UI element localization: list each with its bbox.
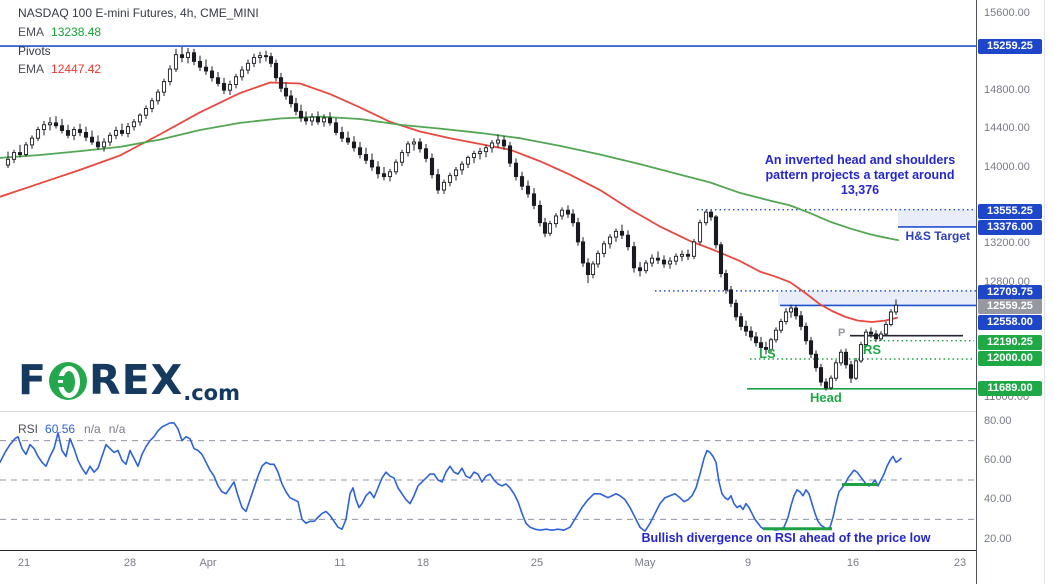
rsi-legend: RSI 60.56 n/a n/a bbox=[18, 422, 133, 436]
logo-o-dash2 bbox=[54, 383, 65, 387]
price-badge: 12190.25 bbox=[978, 334, 1042, 350]
ema-slow-legend: EMA 12447.42 bbox=[18, 62, 101, 76]
rsi-na2: n/a bbox=[108, 422, 126, 436]
hs-annotation-line3: 13,376 bbox=[840, 183, 880, 197]
rsi-axis-label: 60.00 bbox=[984, 453, 1012, 466]
logo-o-icon bbox=[49, 362, 88, 400]
rsi-value: 60.56 bbox=[45, 422, 76, 436]
price-axis-label: 13200.00 bbox=[984, 237, 1030, 250]
time-axis-label: 25 bbox=[530, 557, 544, 569]
logo-f: F bbox=[18, 356, 48, 404]
bullish-divergence-annotation: Bullish divergence on RSI ahead of the p… bbox=[641, 531, 931, 545]
hs-annotation-line2: pattern projects a target around bbox=[765, 168, 955, 182]
time-axis-label: Apr bbox=[199, 557, 217, 569]
candles-layer bbox=[5, 47, 899, 391]
time-axis-label: 28 bbox=[123, 557, 137, 569]
rsi-axis-label: 80.00 bbox=[984, 414, 1012, 427]
price-badge: 12558.00 bbox=[978, 314, 1042, 330]
ema-slow-label: EMA bbox=[18, 62, 45, 76]
logo-o-ring bbox=[58, 366, 81, 398]
rsi-axis-label: 40.00 bbox=[984, 493, 1012, 506]
hs-target-zone bbox=[898, 209, 976, 227]
left-shoulder-label: LS bbox=[759, 346, 776, 361]
price-axis-label: 14400.00 bbox=[984, 122, 1030, 135]
ema-slow-value: 12447.42 bbox=[51, 62, 102, 76]
chart-title: NASDAQ 100 E-mini Futures, 4h, CME_MINI bbox=[18, 6, 259, 20]
ema-fast-legend: EMA 13238.48 bbox=[18, 25, 101, 39]
forex-com-logo: F REX .com bbox=[18, 358, 240, 415]
price-badge: 15259.25 bbox=[978, 38, 1042, 54]
price-axis-border[interactable] bbox=[976, 0, 977, 584]
rsi-line bbox=[0, 422, 902, 532]
rsi-na1: n/a bbox=[84, 422, 101, 436]
rsi-axis-label: 20.00 bbox=[984, 532, 1012, 545]
price-badge: 11689.00 bbox=[978, 380, 1042, 396]
time-axis-label: 21 bbox=[17, 557, 31, 569]
price-badge: 12709.75 bbox=[978, 284, 1042, 300]
symbol-title: NASDAQ 100 E-mini Futures, 4h, CME_MINI bbox=[18, 6, 259, 20]
price-badge: 12559.25 bbox=[978, 298, 1042, 314]
time-axis-label: 23 bbox=[953, 557, 967, 569]
hs-annotation-line1: An inverted head and shoulders bbox=[764, 153, 956, 167]
pivots-label: Pivots bbox=[18, 44, 51, 58]
price-axis-label: 14000.00 bbox=[984, 160, 1030, 173]
head-label: Head bbox=[810, 390, 842, 405]
logo-rex: REX bbox=[89, 356, 184, 404]
time-axis-label: May bbox=[634, 557, 656, 569]
hs-target-label: H&S Target bbox=[905, 229, 970, 243]
pivot-p-label: P bbox=[838, 327, 846, 339]
ema-green-line bbox=[0, 115, 899, 242]
price-badge: 13555.25 bbox=[978, 203, 1042, 219]
logo-com: .com bbox=[183, 381, 240, 405]
time-axis-label: 11 bbox=[334, 557, 346, 569]
logo-o-dash1 bbox=[54, 376, 65, 380]
time-axis-label: 9 bbox=[744, 557, 752, 569]
price-badge: 13376.00 bbox=[978, 219, 1042, 235]
time-axis-label: 16 bbox=[846, 557, 860, 569]
ema-fast-value: 13238.48 bbox=[51, 25, 102, 39]
price-axis-label: 15600.00 bbox=[984, 6, 1030, 19]
right-gutter bbox=[1044, 0, 1053, 584]
right-shoulder-label: RS bbox=[863, 342, 882, 357]
rsi-label: RSI bbox=[18, 422, 39, 436]
resistance-zone bbox=[778, 290, 976, 306]
hs-annotation: An inverted head and shoulders pattern p… bbox=[733, 153, 987, 198]
ema-fast-label: EMA bbox=[18, 25, 45, 39]
price-badge: 12000.00 bbox=[978, 350, 1042, 366]
price-axis-label: 14800.00 bbox=[984, 83, 1030, 96]
ema-red-line bbox=[0, 81, 898, 323]
time-axis-label: 18 bbox=[416, 557, 430, 569]
pivots-legend: Pivots bbox=[18, 44, 51, 58]
